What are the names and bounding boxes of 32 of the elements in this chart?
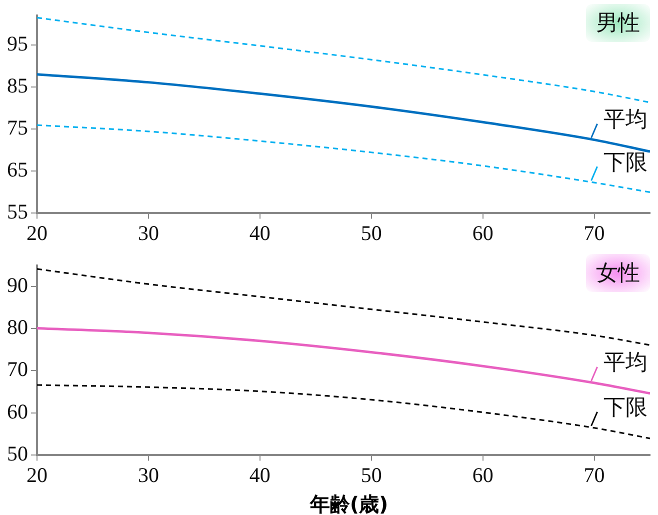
y-tick-label: 70: [7, 357, 28, 382]
y-tick-label: 60: [7, 399, 28, 424]
x-tick-label: 50: [360, 220, 382, 245]
x-tick-label: 60: [472, 220, 494, 245]
legend-label: 平均: [603, 108, 648, 133]
x-tick-label: 30: [138, 462, 159, 487]
line-series: [37, 326, 650, 395]
line-series: [37, 384, 650, 440]
y-tick-label: 95: [7, 31, 28, 56]
x-tick-label: 70: [584, 220, 605, 245]
x-tick-label: 50: [360, 462, 382, 487]
x-tick-label: 30: [138, 220, 159, 245]
legend-label: 平均: [603, 350, 648, 376]
y-tick-label: 75: [7, 115, 28, 140]
x-tick-label: 70: [584, 462, 605, 487]
legend-label: 下限: [603, 150, 648, 176]
y-tick-label: 90: [7, 273, 28, 298]
x-tick-label: 40: [249, 220, 270, 245]
x-tick-label: 60: [472, 462, 494, 487]
y-tick-label: 55: [7, 199, 28, 224]
x-tick-label: 20: [26, 462, 48, 487]
y-tick-label: 50: [7, 441, 28, 466]
line-series: [37, 73, 650, 153]
x-tick-label: 40: [249, 462, 270, 487]
y-tick-label: 80: [7, 315, 28, 340]
chart-title: 女性: [586, 254, 650, 292]
chart-title: 男性: [586, 4, 650, 42]
y-tick-label: 85: [7, 73, 28, 98]
x-tick-label: 20: [26, 220, 48, 245]
x-axis-title: 年齢(歳): [308, 492, 390, 515]
legend-label: 下限: [603, 396, 648, 421]
y-tick-label: 65: [7, 157, 28, 182]
